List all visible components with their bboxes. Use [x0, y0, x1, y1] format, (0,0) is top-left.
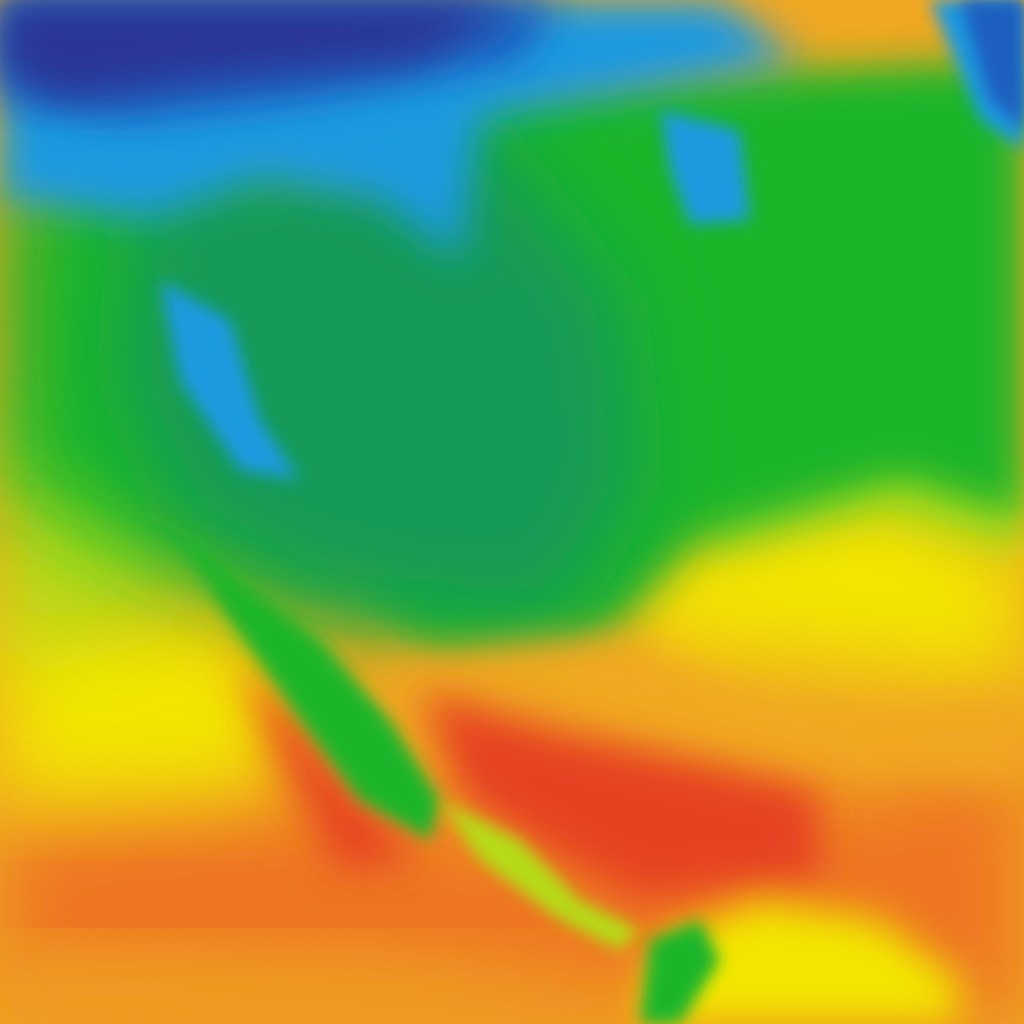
orange-south-band: [0, 950, 700, 1024]
red-pacific-coast: [240, 660, 420, 870]
south-america: [640, 900, 960, 1024]
orange-gulf: [380, 640, 1024, 780]
red-caribbean: [420, 690, 820, 900]
light-blue-hudson: [660, 110, 750, 225]
andes: [640, 920, 720, 1024]
central-america: [440, 800, 640, 950]
blue-greenland: [960, 0, 1024, 130]
mexico-highlands: [170, 520, 440, 840]
deep-blue-arctic: [0, 0, 520, 100]
teal-interior: [120, 120, 640, 620]
light-blue-rockies: [160, 280, 300, 480]
yellow-band-west: [0, 600, 300, 800]
